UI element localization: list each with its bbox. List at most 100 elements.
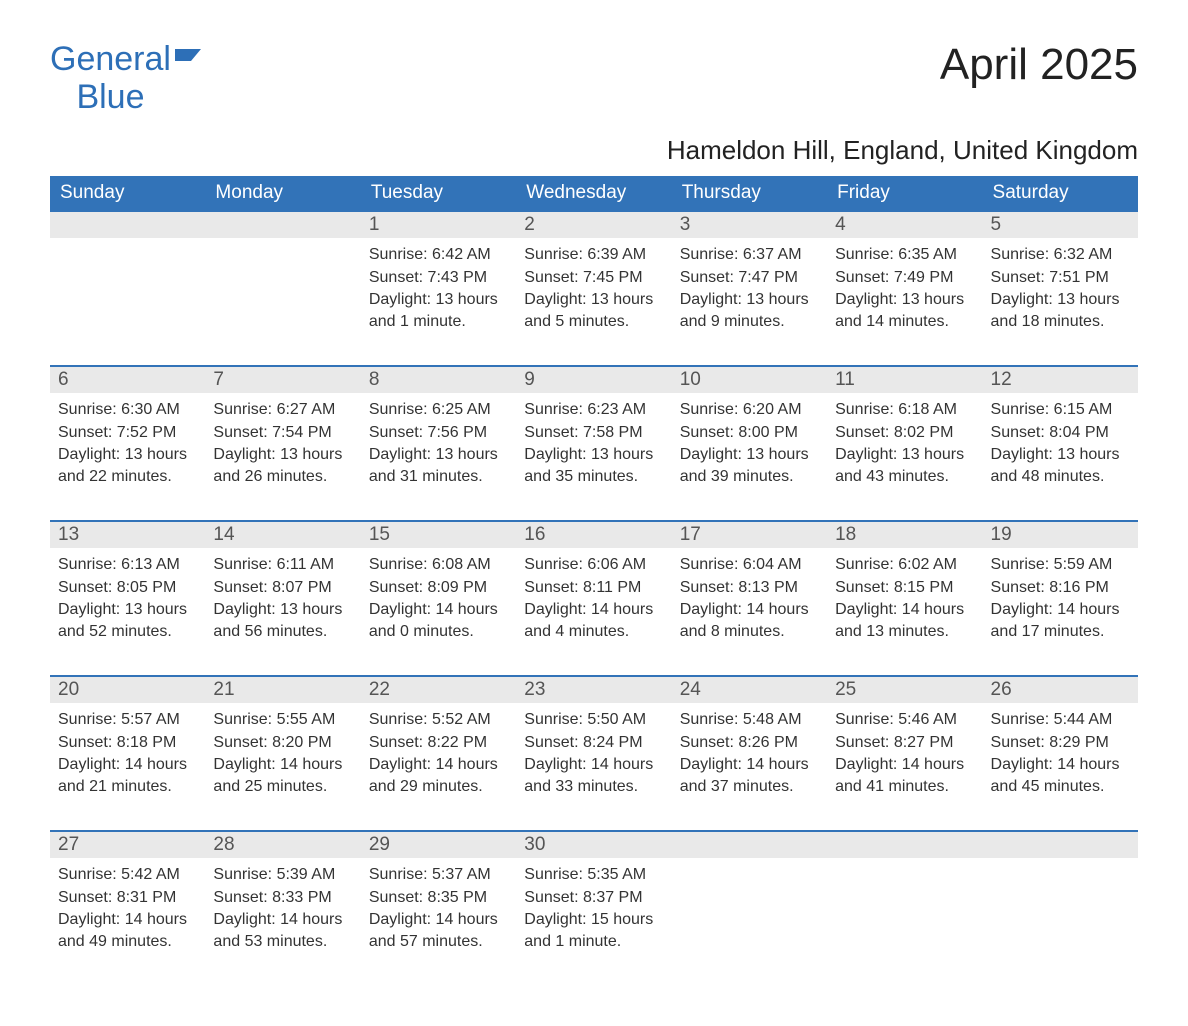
day-number-cell: 1	[361, 211, 516, 238]
day-data-cell: Sunrise: 5:50 AMSunset: 8:24 PMDaylight:…	[516, 703, 671, 831]
day-data-cell: Sunrise: 6:30 AMSunset: 7:52 PMDaylight:…	[50, 393, 205, 521]
sunrise-line: Sunrise: 6:15 AM	[991, 399, 1130, 421]
daylight-line: Daylight: 13 hours and 26 minutes.	[213, 444, 352, 487]
brand-logo: General	[50, 40, 203, 79]
day-data-cell: Sunrise: 6:35 AMSunset: 7:49 PMDaylight:…	[827, 238, 982, 366]
sunset-line: Sunset: 8:20 PM	[213, 732, 352, 754]
day-data-cell: Sunrise: 6:11 AMSunset: 8:07 PMDaylight:…	[205, 548, 360, 676]
day-data-cell: Sunrise: 5:39 AMSunset: 8:33 PMDaylight:…	[205, 858, 360, 986]
sunset-line: Sunset: 7:51 PM	[991, 267, 1130, 289]
week-daynum-row: 6789101112	[50, 366, 1138, 393]
day-data-cell: Sunrise: 5:59 AMSunset: 8:16 PMDaylight:…	[983, 548, 1138, 676]
sunset-line: Sunset: 8:26 PM	[680, 732, 819, 754]
day-data-cell: Sunrise: 6:20 AMSunset: 8:00 PMDaylight:…	[672, 393, 827, 521]
day-data-cell: Sunrise: 5:57 AMSunset: 8:18 PMDaylight:…	[50, 703, 205, 831]
sunset-line: Sunset: 8:35 PM	[369, 887, 508, 909]
sunrise-line: Sunrise: 5:39 AM	[213, 864, 352, 886]
day-number: 10	[672, 367, 827, 393]
sunrise-line: Sunrise: 6:08 AM	[369, 554, 508, 576]
brand-word1: General	[50, 40, 171, 79]
day-number: 4	[827, 212, 982, 238]
daylight-line: Daylight: 13 hours and 1 minute.	[369, 289, 508, 332]
week-data-row: Sunrise: 5:57 AMSunset: 8:18 PMDaylight:…	[50, 703, 1138, 831]
day-data-cell: Sunrise: 5:52 AMSunset: 8:22 PMDaylight:…	[361, 703, 516, 831]
day-data-cell: Sunrise: 6:13 AMSunset: 8:05 PMDaylight:…	[50, 548, 205, 676]
day-number: 30	[516, 832, 671, 858]
sunrise-line: Sunrise: 6:30 AM	[58, 399, 197, 421]
day-number-cell: 2	[516, 211, 671, 238]
day-number-cell: 12	[983, 366, 1138, 393]
sunrise-line: Sunrise: 6:02 AM	[835, 554, 974, 576]
day-number-cell: 4	[827, 211, 982, 238]
day-number: 8	[361, 367, 516, 393]
day-data-cell	[50, 238, 205, 366]
sunrise-line: Sunrise: 6:25 AM	[369, 399, 508, 421]
sunset-line: Sunset: 7:58 PM	[524, 422, 663, 444]
day-number-cell: 20	[50, 676, 205, 703]
day-number-cell: 7	[205, 366, 360, 393]
sunrise-line: Sunrise: 6:23 AM	[524, 399, 663, 421]
sunrise-line: Sunrise: 6:20 AM	[680, 399, 819, 421]
daylight-line: Daylight: 14 hours and 0 minutes.	[369, 599, 508, 642]
empty-day-number	[205, 212, 360, 238]
sunrise-line: Sunrise: 6:32 AM	[991, 244, 1130, 266]
sunset-line: Sunset: 7:56 PM	[369, 422, 508, 444]
sunrise-line: Sunrise: 5:59 AM	[991, 554, 1130, 576]
day-number: 17	[672, 522, 827, 548]
day-number-cell: 22	[361, 676, 516, 703]
daylight-line: Daylight: 13 hours and 56 minutes.	[213, 599, 352, 642]
day-data-cell: Sunrise: 6:25 AMSunset: 7:56 PMDaylight:…	[361, 393, 516, 521]
sunset-line: Sunset: 8:27 PM	[835, 732, 974, 754]
day-number-cell	[827, 831, 982, 858]
sunset-line: Sunset: 8:05 PM	[58, 577, 197, 599]
day-number: 15	[361, 522, 516, 548]
day-number-cell: 29	[361, 831, 516, 858]
weekday-header: Sunday	[50, 176, 205, 211]
day-data-cell: Sunrise: 6:39 AMSunset: 7:45 PMDaylight:…	[516, 238, 671, 366]
day-number: 1	[361, 212, 516, 238]
day-number-cell: 6	[50, 366, 205, 393]
day-number-cell	[205, 211, 360, 238]
sunrise-line: Sunrise: 6:35 AM	[835, 244, 974, 266]
daylight-line: Daylight: 15 hours and 1 minute.	[524, 909, 663, 952]
week-data-row: Sunrise: 5:42 AMSunset: 8:31 PMDaylight:…	[50, 858, 1138, 986]
sunset-line: Sunset: 8:04 PM	[991, 422, 1130, 444]
day-data-cell: Sunrise: 5:46 AMSunset: 8:27 PMDaylight:…	[827, 703, 982, 831]
day-number: 14	[205, 522, 360, 548]
day-number-cell: 3	[672, 211, 827, 238]
daylight-line: Daylight: 13 hours and 22 minutes.	[58, 444, 197, 487]
page-title: April 2025	[940, 40, 1138, 90]
empty-day-number	[983, 832, 1138, 858]
day-data-cell: Sunrise: 6:23 AMSunset: 7:58 PMDaylight:…	[516, 393, 671, 521]
daylight-line: Daylight: 14 hours and 13 minutes.	[835, 599, 974, 642]
sunset-line: Sunset: 8:07 PM	[213, 577, 352, 599]
day-number: 19	[983, 522, 1138, 548]
sunrise-line: Sunrise: 5:50 AM	[524, 709, 663, 731]
daylight-line: Daylight: 13 hours and 14 minutes.	[835, 289, 974, 332]
sunrise-line: Sunrise: 6:37 AM	[680, 244, 819, 266]
day-number-cell	[50, 211, 205, 238]
day-data-cell: Sunrise: 5:55 AMSunset: 8:20 PMDaylight:…	[205, 703, 360, 831]
day-number-cell: 16	[516, 521, 671, 548]
day-number: 27	[50, 832, 205, 858]
day-data-cell	[672, 858, 827, 986]
sunrise-line: Sunrise: 6:18 AM	[835, 399, 974, 421]
day-number-cell	[672, 831, 827, 858]
day-number-cell: 21	[205, 676, 360, 703]
day-number: 5	[983, 212, 1138, 238]
weekday-header: Tuesday	[361, 176, 516, 211]
sunset-line: Sunset: 8:02 PM	[835, 422, 974, 444]
brand-word2: Blue	[76, 78, 144, 117]
sunset-line: Sunset: 7:45 PM	[524, 267, 663, 289]
daylight-line: Daylight: 14 hours and 33 minutes.	[524, 754, 663, 797]
sunset-line: Sunset: 8:09 PM	[369, 577, 508, 599]
day-number-cell: 14	[205, 521, 360, 548]
sunset-line: Sunset: 8:00 PM	[680, 422, 819, 444]
day-number-cell: 8	[361, 366, 516, 393]
day-number: 11	[827, 367, 982, 393]
sunrise-line: Sunrise: 5:48 AM	[680, 709, 819, 731]
daylight-line: Daylight: 13 hours and 52 minutes.	[58, 599, 197, 642]
weekday-header: Saturday	[983, 176, 1138, 211]
sunrise-line: Sunrise: 5:42 AM	[58, 864, 197, 886]
daylight-line: Daylight: 14 hours and 49 minutes.	[58, 909, 197, 952]
